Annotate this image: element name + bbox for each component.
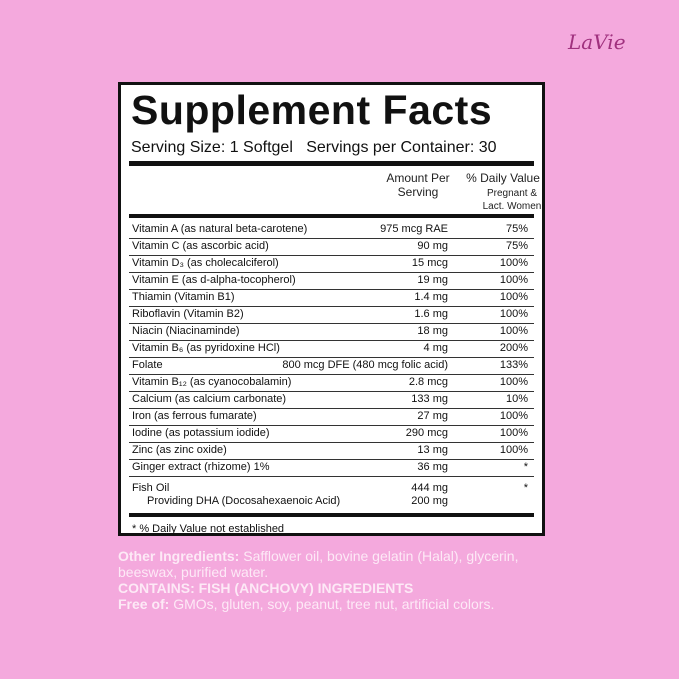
label: Other Ingredients: <box>118 548 240 564</box>
other-ingredients: Other Ingredients: Safflower oil, bovine… <box>118 548 568 580</box>
fish-oil-row: Fish Oil 444 mg * Providing DHA (Docosahexa… <box>129 480 534 510</box>
nutrient-name: Folate <box>132 359 163 371</box>
nutrient-row: Vitamin A (as natural beta-carotene) 975 … <box>129 221 534 239</box>
nutrient-dv: 100% <box>499 274 528 286</box>
nutrient-row: Vitamin D₃ (as cholecalciferol) 15 mcg 100… <box>129 255 534 273</box>
nutrient-amount: 4 mg <box>423 342 448 354</box>
brand-logo: LaVie <box>568 30 626 54</box>
nutrient-name: Vitamin D₃ (as cholecalciferol) <box>132 257 279 269</box>
nutrient-amount: 27 mg <box>417 410 448 422</box>
nutrient-row: Vitamin E (as d-alpha-tocopherol) 19 mg 10… <box>129 272 534 290</box>
nutrient-dv: 200% <box>499 342 528 354</box>
label: Free of: <box>118 596 170 612</box>
nutrient-row: Vitamin B₁₂ (as cyanocobalamin) 2.8 mcg 10… <box>129 374 534 392</box>
rule <box>129 214 534 218</box>
nutrient-row: Folate 800 mcg DFE (480 mcg folic acid) 13… <box>129 357 534 375</box>
facts-panel: Supplement Facts Serving Size: 1 Softgel… <box>118 82 545 536</box>
nutrient-name: Calcium (as calcium carbonate) <box>132 393 287 405</box>
nutrient-row: Riboflavin (Vitamin B2) 1.6 mg 100% <box>129 306 534 324</box>
dv-header: % Daily Value <box>466 171 540 185</box>
text: GMOs, gluten, soy, peanut, tree nut, art… <box>173 596 495 612</box>
nutrient-amount: 444 mg <box>411 482 448 494</box>
nutrient-name: Vitamin B₆ (as pyridoxine HCl) <box>132 342 280 354</box>
allergen: CONTAINS: FISH (ANCHOVY) INGREDIENTS <box>118 580 414 596</box>
nutrient-name: Vitamin E (as d-alpha-tocopherol) <box>132 274 296 286</box>
sub-amount: 200 mg <box>411 495 448 507</box>
nutrient-row: Vitamin C (as ascorbic acid) 90 mg 75% <box>129 238 534 256</box>
nutrient-name: Riboflavin (Vitamin B2) <box>132 308 244 320</box>
nutrient-dv: 10% <box>505 393 528 405</box>
nutrient-row: Zinc (as zinc oxide) 13 mg 100% <box>129 442 534 460</box>
nutrient-name: Iodine (as potassium iodide) <box>132 427 270 439</box>
nutrient-dv: 100% <box>499 291 528 303</box>
nutrient-dv: 100% <box>499 427 528 439</box>
nutrient-name: Vitamin B₁₂ (as cyanocobalamin) <box>132 376 292 388</box>
nutrient-amount: 1.6 mg <box>414 308 448 320</box>
nutrient-row: Thiamin (Vitamin B1) 1.4 mg 100% <box>129 289 534 307</box>
nutrient-amount: 975 mcg RAE <box>380 223 448 235</box>
dv-note: Pregnant & Lact. Women <box>482 188 542 212</box>
nutrient-amount: 800 mcg DFE (480 mcg folic acid) <box>282 359 448 371</box>
nutrient-dv: * <box>523 482 528 494</box>
nutrient-name: Vitamin A (as natural beta-carotene) <box>132 223 308 235</box>
nutrient-amount: 36 mg <box>417 461 448 473</box>
nutrient-name: Fish Oil <box>132 482 170 494</box>
nutrient-name: Niacin (Niacinaminde) <box>132 325 240 337</box>
nutrient-row: Ginger extract (rhizome) 1% 36 mg * <box>129 459 534 477</box>
rule <box>129 513 534 517</box>
nutrient-name: Thiamin (Vitamin B1) <box>132 291 235 303</box>
nutrient-dv: 133% <box>499 359 528 371</box>
nutrient-row: Vitamin B₆ (as pyridoxine HCl) 4 mg 200% <box>129 340 534 358</box>
nutrient-dv: 100% <box>499 444 528 456</box>
nutrient-dv: 100% <box>499 410 528 422</box>
text: Safflower oil, bovine gelatin (Halal), g… <box>118 548 519 580</box>
serving-info: Serving Size: 1 Softgel Servings per Con… <box>131 139 497 156</box>
nutrient-amount: 19 mg <box>417 274 448 286</box>
nutrient-dv: 100% <box>499 325 528 337</box>
nutrient-dv: 75% <box>505 240 528 252</box>
nutrient-amount: 18 mg <box>417 325 448 337</box>
nutrient-dv: 75% <box>505 223 528 235</box>
nutrient-dv: 100% <box>499 376 528 388</box>
nutrient-amount: 13 mg <box>417 444 448 456</box>
nutrient-name: Ginger extract (rhizome) 1% <box>132 461 270 473</box>
nutrient-row: Calcium (as calcium carbonate) 133 mg 10% <box>129 391 534 409</box>
nutrient-dv: 100% <box>499 257 528 269</box>
sub-name: Providing DHA (Docosahexaenoic Acid) <box>147 495 341 507</box>
nutrient-amount: 2.8 mcg <box>408 376 448 388</box>
rule <box>129 161 534 166</box>
nutrient-amount: 15 mcg <box>411 257 448 269</box>
nutrient-row: Iodine (as potassium iodide) 290 mcg 100% <box>129 425 534 443</box>
amount-header: Amount Per Serving <box>386 171 450 199</box>
nutrient-name: Zinc (as zinc oxide) <box>132 444 227 456</box>
nutrient-amount: 133 mg <box>411 393 448 405</box>
nutrient-amount: 90 mg <box>417 240 448 252</box>
footnote: * % Daily Value not established <box>132 523 285 535</box>
ingredients: Other Ingredients: Safflower oil, bovine… <box>118 548 568 612</box>
nutrient-row: Niacin (Niacinaminde) 18 mg 100% <box>129 323 534 341</box>
free-of: Free of: GMOs, gluten, soy, peanut, tree… <box>118 596 568 612</box>
panel-title: Supplement Facts <box>131 87 493 133</box>
nutrient-dv: * <box>523 461 528 473</box>
nutrient-name: Iron (as ferrous fumarate) <box>132 410 257 422</box>
nutrient-dv: 100% <box>499 308 528 320</box>
nutrient-amount: 1.4 mg <box>414 291 448 303</box>
nutrient-amount: 290 mcg <box>405 427 448 439</box>
nutrient-row: Iron (as ferrous fumarate) 27 mg 100% <box>129 408 534 426</box>
nutrient-name: Vitamin C (as ascorbic acid) <box>132 240 269 252</box>
